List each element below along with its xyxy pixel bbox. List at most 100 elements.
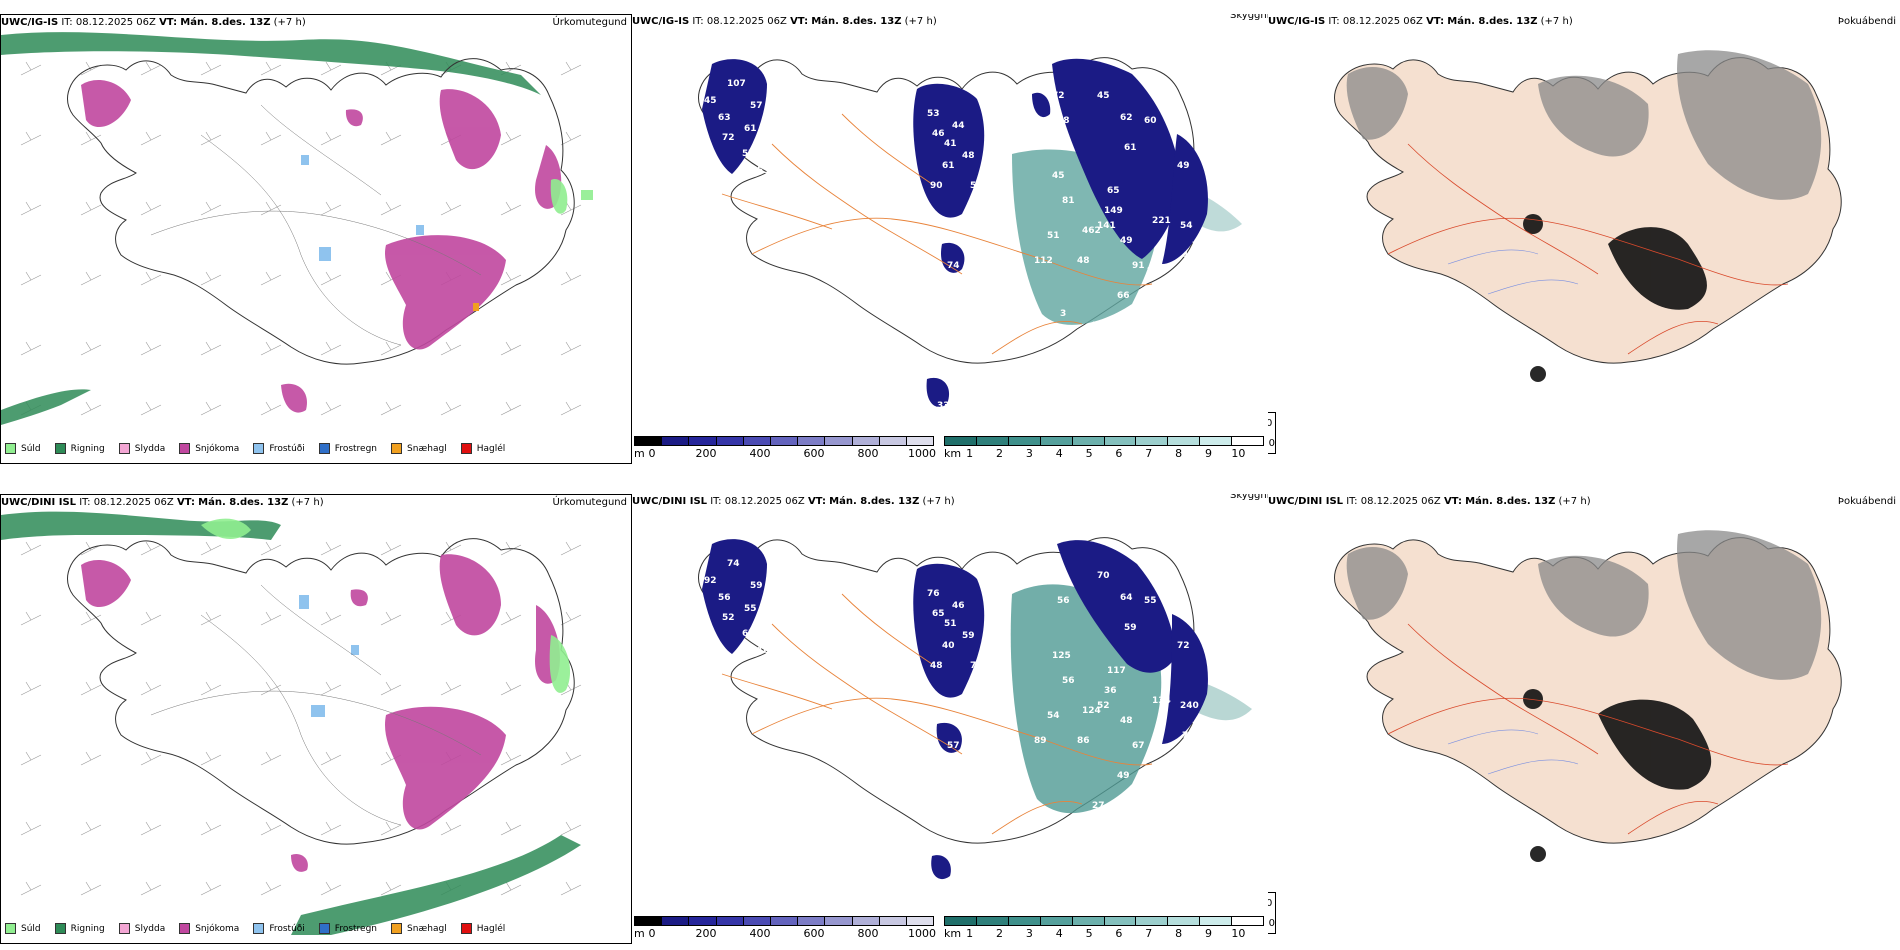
colorbar-tick-label: 800 <box>857 927 879 940</box>
cloud-base-label: 55 <box>1207 141 1220 151</box>
colorbar-cell <box>1168 437 1201 445</box>
freezing-drizzle-areas <box>299 595 359 717</box>
fog-panel-row2: UWC/DINI ISL IT: 08.12.2025 06Z VT: Mán.… <box>1268 494 1900 944</box>
cloud-base-label: 61 <box>1124 143 1137 153</box>
road-network <box>150 584 482 826</box>
legend-item: Rigning <box>54 443 105 454</box>
precip-legend: Súld Rigning Slydda Snjókoma Frostúði Fr… <box>5 443 519 454</box>
drizzle-areas <box>549 635 571 693</box>
colorbar-ticks: 0 200 400 600 800 1000 <box>634 446 937 460</box>
cloud-base-label: 221 <box>1152 216 1171 226</box>
it-label: IT: <box>710 496 722 507</box>
fog-legend-row: 0 <box>1268 413 1275 433</box>
colorbar-tick-label: 5 <box>1085 927 1093 940</box>
visibility-colorbar: 1 2 3 4 5 6 7 8 9 10 <box>944 916 1264 940</box>
legend-swatch <box>460 443 472 454</box>
cloud-base-label: 57 <box>947 741 960 751</box>
colorbar-cell <box>662 437 690 445</box>
cloud-base-label: 74 <box>970 661 983 671</box>
colorbar-tick-label: 200 <box>695 447 717 460</box>
cloud-base-label: 56 <box>1092 321 1105 331</box>
cloud-base-label: 51 <box>1047 231 1060 241</box>
cloud-base-label: 48 <box>962 151 975 161</box>
cloud-base-colorbar: 0 200 400 600 800 1000 <box>634 436 937 460</box>
colorbar-cell <box>798 917 826 925</box>
it-label: IT: <box>61 17 73 28</box>
cloud-base-label: 79 <box>734 651 747 661</box>
cloud-base-label: 149 <box>1104 206 1123 216</box>
it-label: IT: <box>692 16 704 27</box>
colorbar-cell <box>1232 437 1264 445</box>
model-name: UWC/IG-IS <box>1268 16 1326 27</box>
panel-title: Þokuábendi <box>1837 16 1896 27</box>
cloud-base-label: 59 <box>962 631 975 641</box>
cloud-base-label: 72 <box>722 133 735 143</box>
fog-legend: 0 60 <box>1268 892 1276 934</box>
cloud-base-label: 57 <box>750 101 763 111</box>
precip-legend: Súld Rigning Slydda Snjókoma Frostúði Fr… <box>5 923 519 934</box>
legend-item: Snæhagl <box>391 443 447 454</box>
lead-offset: (+7 h) <box>1540 16 1573 27</box>
cloud-base-label: 240 <box>1180 701 1199 711</box>
cloud-base-unit: m <box>634 447 645 460</box>
cloud-base-label: 51 <box>944 619 957 629</box>
cloud-base-label: 53 <box>927 109 940 119</box>
cloud-base-label: 41 <box>944 139 957 149</box>
colorbar-cell <box>1168 917 1201 925</box>
road-network <box>1387 143 1789 355</box>
it-value: 08.12.2025 06Z <box>724 496 805 507</box>
fog-label: 60 <box>1268 437 1275 449</box>
cloud-base-label: 54 <box>1047 711 1060 721</box>
cloud-base-label: 62 <box>1120 113 1133 123</box>
legend-swatch <box>253 923 265 934</box>
it-value: 08.12.2025 06Z <box>75 17 156 28</box>
snow-areas <box>81 554 560 872</box>
legend-label: Súld <box>21 923 41 934</box>
cloud-base-label: 74 <box>947 261 960 271</box>
cloud-base-label: 67 <box>742 629 755 639</box>
colorbar-tick-label: 2 <box>995 927 1003 940</box>
legend-swatch <box>54 443 66 454</box>
cloud-panel-row2: 74 92 56 52 59 55 67 79 16 76 65 51 46 40 59 48 74 51 56 70… <box>632 494 1268 944</box>
colorbar-cell <box>945 437 977 445</box>
cloud-base-label: 54 <box>1180 221 1193 231</box>
cloud-base-label: 56 <box>1057 596 1070 606</box>
cloud-base-label: 65 <box>932 609 945 619</box>
colorbar-tick-label: 8 <box>1175 927 1183 940</box>
cloud-base-label: 72 <box>1052 91 1065 101</box>
colorbar-cell <box>743 917 771 925</box>
cloud-base-label: 58 <box>1057 116 1070 126</box>
colorbar-cell <box>798 437 826 445</box>
legend-swatch <box>118 923 130 934</box>
legend-item: Snæhagl <box>391 923 447 934</box>
legend-label: Frostregn <box>334 923 378 934</box>
colorbar-cell <box>1072 437 1105 445</box>
legend-label: Haglél <box>476 443 506 454</box>
cloud-base-label: 63 <box>718 113 731 123</box>
cloud-base-label: 53 <box>757 166 770 176</box>
legend-swatch <box>118 443 130 454</box>
legend-item: Súld <box>5 923 41 934</box>
cloud-base-label: 49 <box>1120 236 1133 246</box>
precip-map <box>1 32 593 425</box>
cloud-base-label: 20 <box>912 376 925 386</box>
wind-barbs <box>20 61 582 416</box>
legend-label: Haglél <box>476 923 506 934</box>
colorbar-tick-label: 1000 <box>908 927 936 940</box>
cloud-base-label: 9 <box>1102 341 1108 351</box>
rain-area-south <box>291 835 581 935</box>
colorbar-tick-label: 6 <box>1115 447 1123 460</box>
lead-offset: (+7 h) <box>291 497 324 508</box>
colorbar-tick-label: 10 <box>1231 927 1246 940</box>
vt-label: VT: <box>807 496 826 507</box>
cloud-base-label: 61 <box>744 124 757 134</box>
cloud-base-label: 66 <box>1117 291 1130 301</box>
cloud-base-label: 55 <box>1144 596 1157 606</box>
legend-label: Frostregn <box>334 443 378 454</box>
legend-item: Snjókoma <box>179 923 239 934</box>
cloud-base-label: 46 <box>952 601 965 611</box>
legend-label: Frostúði <box>269 443 305 454</box>
legend-label: Snjókoma <box>195 443 240 454</box>
